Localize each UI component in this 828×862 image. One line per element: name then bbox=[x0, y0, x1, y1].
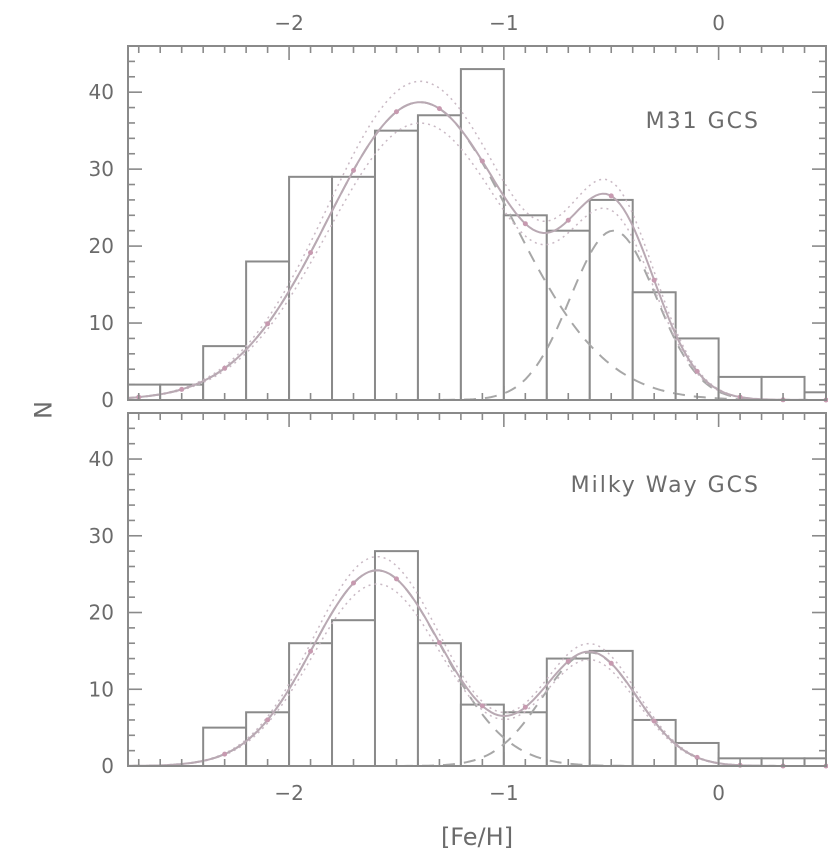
m31-fit-point bbox=[265, 321, 271, 327]
m31-total-fit-curve bbox=[127, 101, 826, 401]
milky-way-y-tick-label: 20 bbox=[89, 601, 114, 625]
top-x-tick-label: 0 bbox=[712, 11, 725, 35]
milky-way-confidence-curve bbox=[128, 583, 826, 767]
m31-bar bbox=[502, 214, 548, 401]
milky-way-bar bbox=[545, 657, 591, 768]
m31-fit-point bbox=[565, 217, 571, 223]
top-x-tick-label: −2 bbox=[274, 11, 303, 35]
y-axis-label: N bbox=[28, 401, 56, 419]
milky-way-fit-point bbox=[222, 751, 228, 757]
milky-way-fit-point bbox=[522, 704, 528, 710]
milky-way-total-fit-curve bbox=[128, 569, 826, 767]
m31-bar bbox=[331, 175, 376, 401]
m31-y-tick-label: 30 bbox=[89, 157, 114, 181]
m31-fit-point bbox=[308, 250, 314, 256]
milky-way-bar bbox=[288, 642, 334, 768]
m31-bar bbox=[545, 229, 591, 401]
milky-way-fit-point bbox=[479, 703, 485, 709]
m31-histogram-bars bbox=[127, 68, 827, 402]
m31-confidence-curve bbox=[127, 122, 826, 401]
m31-fit-point bbox=[694, 368, 700, 374]
m31-ticks bbox=[128, 45, 827, 401]
milky-way-bar bbox=[459, 703, 505, 768]
milky-way-fit-point bbox=[351, 580, 357, 586]
milky-way-fit-point bbox=[265, 717, 271, 723]
m31-fit-point bbox=[436, 106, 442, 112]
milky-way-fit-point bbox=[608, 660, 614, 666]
m31-bar bbox=[373, 129, 419, 402]
m31-fit-point bbox=[179, 386, 185, 392]
m31-fit-point bbox=[608, 193, 614, 199]
top-axis-tick-labels: −2 −1 0 bbox=[274, 11, 725, 35]
milky-way-y-tick-label: 40 bbox=[89, 447, 114, 471]
m31-y-tick-label: 10 bbox=[89, 311, 114, 335]
milky-way-fit-point bbox=[694, 754, 700, 760]
m31-fit-point bbox=[393, 109, 399, 115]
milky-way-fit-point bbox=[308, 648, 314, 654]
x-axis-label: [Fe/H] bbox=[441, 823, 513, 851]
m31-y-tick-label: 40 bbox=[89, 80, 114, 104]
top-x-tick-label: −1 bbox=[489, 11, 518, 35]
m31-bar bbox=[416, 114, 462, 402]
m31-bar bbox=[588, 198, 634, 401]
m31-bar bbox=[459, 68, 505, 402]
m31-bar bbox=[803, 391, 827, 402]
m31-fit-point bbox=[479, 158, 485, 164]
x-axis-tick-labels: −2 −1 0 bbox=[274, 781, 725, 805]
milky-way-bar bbox=[331, 619, 376, 768]
panel-m31: 0 10 20 30 40 M31 GCS bbox=[89, 45, 828, 412]
milky-way-panel-label: Milky Way GCS bbox=[571, 473, 760, 498]
m31-y-tick-label: 0 bbox=[101, 388, 114, 412]
m31-fit-point bbox=[522, 221, 528, 227]
x-tick-label: 0 bbox=[712, 781, 725, 805]
milky-way-fit-point bbox=[651, 718, 657, 724]
milky-way-fit-point bbox=[393, 576, 399, 582]
milky-way-fit-point bbox=[565, 658, 571, 664]
m31-plot-frame bbox=[127, 45, 827, 401]
m31-fit-point bbox=[651, 277, 657, 283]
milky-way-fit-point bbox=[436, 640, 442, 646]
m31-fit-point bbox=[222, 365, 228, 371]
x-tick-label: −2 bbox=[274, 781, 303, 805]
x-tick-label: −1 bbox=[489, 781, 518, 805]
milky-way-y-tick-labels: 0 10 20 30 40 bbox=[89, 447, 114, 778]
m31-y-tick-labels: 0 10 20 30 40 bbox=[89, 80, 114, 412]
milky-way-bar bbox=[803, 757, 827, 768]
milky-way-bar bbox=[588, 649, 634, 767]
milky-way-y-tick-label: 10 bbox=[89, 677, 114, 701]
milky-way-histogram-bars bbox=[202, 550, 827, 768]
milky-way-bar bbox=[373, 550, 419, 767]
m31-bar bbox=[202, 345, 248, 401]
m31-panel-label: M31 GCS bbox=[646, 109, 760, 134]
milky-way-y-tick-label: 30 bbox=[89, 524, 114, 548]
m31-y-tick-label: 20 bbox=[89, 234, 114, 258]
milky-way-y-tick-label: 0 bbox=[101, 754, 114, 778]
m31-bar bbox=[631, 291, 677, 401]
m31-bar bbox=[245, 260, 291, 402]
panel-milky-way: 0 10 20 30 40 Milky Way GCS bbox=[89, 412, 828, 778]
milky-way-plot-frame bbox=[127, 412, 827, 767]
m31-fit-point bbox=[351, 167, 357, 173]
